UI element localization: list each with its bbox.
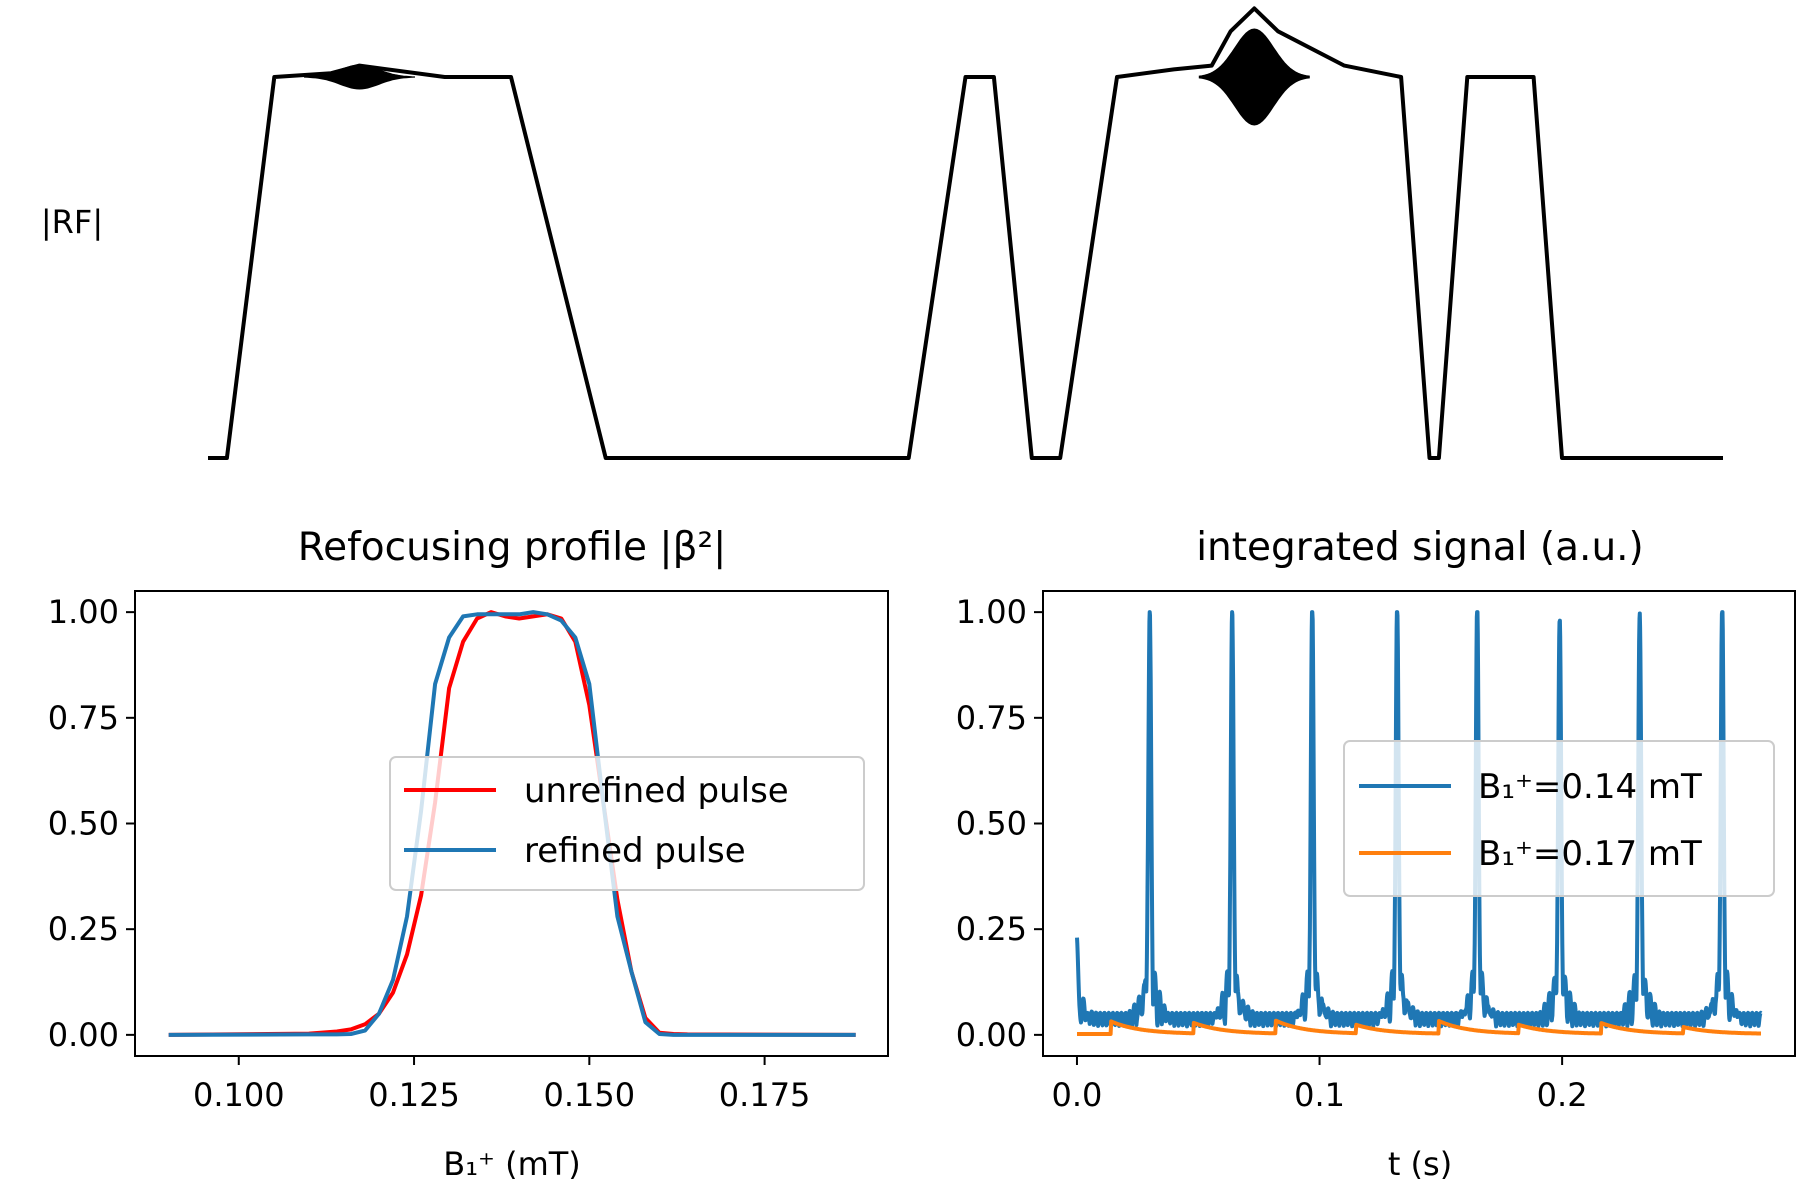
profile-series [168, 610, 856, 1037]
profile-axes-frame [134, 590, 889, 1057]
refined-pulse-line [168, 610, 856, 1037]
y-tick-label: 0.75 [956, 699, 1027, 737]
profile-panel: Refocusing profile |β²| 0.00 0.25 0.50 0.75… [48, 525, 889, 1183]
y-tick-label: 0.25 [956, 910, 1027, 948]
signal-series [1075, 610, 1763, 1036]
signal-panel: integrated signal (a.u.) 0.00 0.25 0.50 0.7… [956, 525, 1796, 1183]
signal-xlabel: t (s) [1388, 1145, 1452, 1183]
x-tick-label: 0.2 [1537, 1076, 1588, 1114]
profile-legend: unrefined pulse refined pulse [389, 756, 865, 891]
x-tick-label: 0.100 [193, 1076, 285, 1114]
profile-ticks: 0.00 0.25 0.50 0.75 1.00 0.100 0.125 0.150 0.175 [48, 593, 811, 1114]
x-tick-label: 0.150 [544, 1076, 636, 1114]
x-tick-label: 0.0 [1052, 1076, 1103, 1114]
rf-envelope-line [208, 6, 1723, 460]
y-tick-label: 0.75 [48, 699, 119, 737]
signal-axes-frame [1042, 590, 1796, 1057]
signal-legend-box [1343, 740, 1775, 897]
profile-xlabel: B₁⁺ (mT) [443, 1145, 581, 1183]
y-tick-label: 0.25 [48, 910, 119, 948]
signal-legend: B₁⁺=0.14 mT B₁⁺=0.17 mT [1343, 740, 1775, 897]
profile-legend-label-refined: refined pulse [524, 831, 746, 871]
x-tick-label: 0.125 [368, 1076, 460, 1114]
signal-series-017-line [1075, 1018, 1763, 1036]
y-tick-label: 1.00 [956, 593, 1027, 631]
y-tick-label: 0.00 [48, 1016, 119, 1054]
rf-oscillation-band-2 [1198, 28, 1310, 126]
y-tick-label: 1.00 [48, 593, 119, 631]
y-tick-label: 0.50 [48, 805, 119, 843]
rf-ylabel: |RF| [41, 203, 103, 241]
signal-series-014-line [1075, 610, 1763, 1029]
profile-legend-box [389, 756, 865, 891]
y-tick-label: 0.50 [956, 805, 1027, 843]
x-tick-label: 0.1 [1294, 1076, 1345, 1114]
signal-legend-label-014: B₁⁺=0.14 mT [1478, 767, 1702, 807]
signal-ticks: 0.00 0.25 0.50 0.75 1.00 0.0 0.1 0.2 [956, 593, 1588, 1114]
profile-title: Refocusing profile |β²| [298, 525, 727, 570]
signal-title: integrated signal (a.u.) [1196, 525, 1644, 570]
profile-legend-label-unrefined: unrefined pulse [524, 771, 789, 811]
signal-legend-label-017: B₁⁺=0.17 mT [1478, 834, 1702, 874]
rf-panel: |RF| [41, 6, 1723, 460]
x-tick-label: 0.175 [719, 1076, 811, 1114]
y-tick-label: 0.00 [956, 1016, 1027, 1054]
rf-oscillation-band-1 [304, 64, 415, 90]
